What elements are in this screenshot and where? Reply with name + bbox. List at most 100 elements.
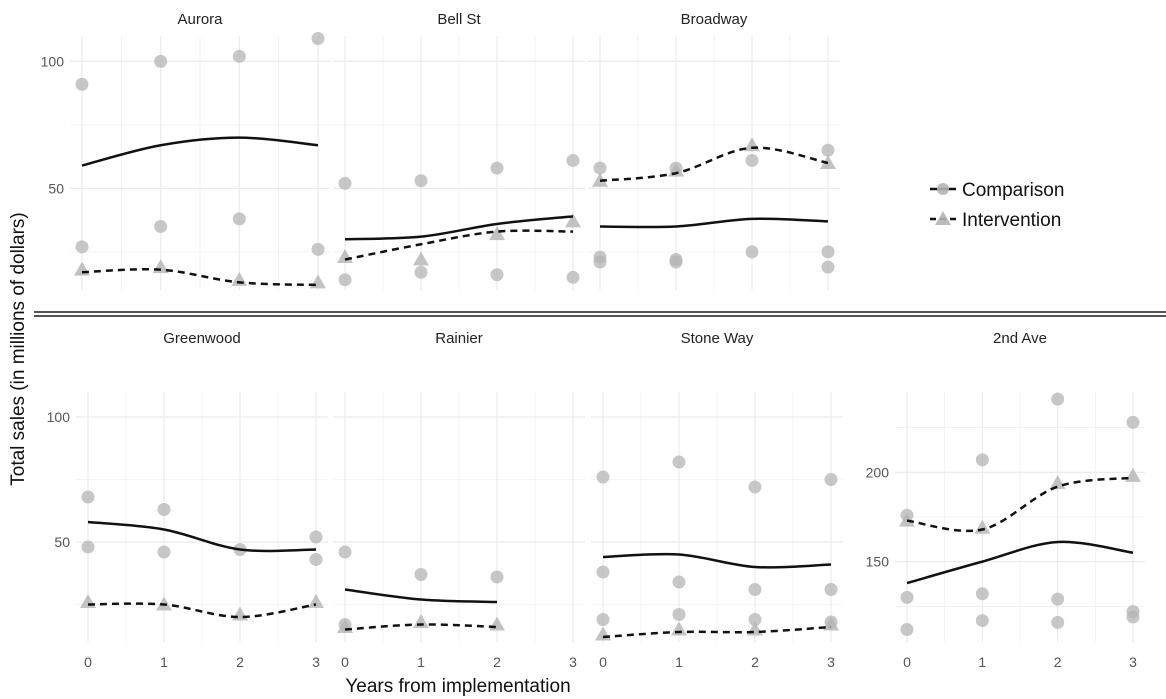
comparison-point xyxy=(596,613,610,626)
x-tick-label: 2 xyxy=(236,654,244,670)
intervention-point xyxy=(231,271,248,286)
comparison-point xyxy=(669,255,683,269)
comparison-point xyxy=(309,530,323,544)
comparison-line xyxy=(344,588,498,604)
panel-title: Stone Way xyxy=(681,330,754,347)
comparison-point xyxy=(232,212,246,226)
legend: Comparison Intervention xyxy=(930,180,1064,231)
intervention-point xyxy=(744,137,760,152)
comparison-point xyxy=(975,453,989,467)
intervention-point xyxy=(413,251,429,266)
x-tick-label: 1 xyxy=(978,654,986,670)
comparison-point xyxy=(338,545,352,559)
x-tick-label: 3 xyxy=(1129,654,1137,670)
comparison-point xyxy=(338,176,352,190)
x-tick-label: 3 xyxy=(569,654,577,670)
legend-intervention-marker xyxy=(935,211,951,225)
y-tick-label: 50 xyxy=(54,534,70,550)
comparison-point xyxy=(824,583,838,596)
legend-item-comparison: Comparison xyxy=(930,180,1064,201)
panel-rainier: Rainier 0 1 2 3 xyxy=(333,330,585,670)
x-tick-label: 3 xyxy=(827,654,835,670)
panel-stone-way: Stone Way 0 1 2 3 xyxy=(591,330,843,670)
intervention-point xyxy=(489,226,505,241)
comparison-point xyxy=(672,575,686,589)
comparison-point xyxy=(745,245,759,259)
intervention-point xyxy=(80,594,96,608)
intervention-line xyxy=(87,602,317,619)
x-tick-label: 0 xyxy=(341,654,349,670)
legend-item-intervention: Intervention xyxy=(930,210,1061,231)
comparison-point xyxy=(1126,415,1140,429)
comparison-point xyxy=(1051,615,1065,629)
comparison-line xyxy=(906,540,1134,585)
comparison-point xyxy=(232,49,246,63)
intervention-line xyxy=(602,625,832,639)
intervention-point xyxy=(74,261,90,276)
comparison-point xyxy=(672,455,686,469)
intervention-point xyxy=(823,616,839,631)
comparison-point xyxy=(1051,592,1065,606)
panel-title: Broadway xyxy=(681,11,748,28)
intervention-line xyxy=(344,229,574,261)
intervention-point xyxy=(1125,467,1141,482)
comparison-point xyxy=(154,220,168,233)
comparison-line xyxy=(602,552,832,569)
comparison-point xyxy=(975,587,989,601)
x-tick-label: 3 xyxy=(312,654,320,670)
panel-title: Aurora xyxy=(177,11,223,28)
comparison-point xyxy=(824,473,838,486)
comparison-point xyxy=(154,54,168,68)
intervention-point xyxy=(489,616,505,631)
comparison-point xyxy=(975,614,989,628)
comparison-point xyxy=(414,174,428,188)
comparison-point xyxy=(748,613,762,626)
comparison-point xyxy=(672,608,686,621)
comparison-point xyxy=(745,153,759,167)
panel-greenwood: Greenwood 50 100 0 1 2 3 xyxy=(47,330,328,670)
comparison-line xyxy=(599,217,829,229)
panel-bell-st: Bell St xyxy=(333,11,585,290)
intervention-point xyxy=(1049,475,1066,490)
comparison-point xyxy=(900,590,914,604)
comparison-line xyxy=(81,136,319,167)
comparison-point xyxy=(596,565,610,579)
intervention-point xyxy=(337,248,353,263)
intervention-point xyxy=(308,594,324,608)
comparison-point xyxy=(311,242,325,256)
intervention-line xyxy=(344,623,498,631)
x-axis-title: Years from implementation xyxy=(345,676,570,697)
comparison-point xyxy=(75,77,89,91)
comparison-point xyxy=(157,545,171,559)
panel-broadway: Broadway xyxy=(588,11,840,290)
x-tick-label: 0 xyxy=(903,654,911,670)
comparison-point xyxy=(821,143,835,157)
intervention-point xyxy=(413,614,429,628)
panel-aurora: Aurora 50 100 xyxy=(41,11,330,290)
comparison-point xyxy=(414,568,428,581)
x-tick-label: 2 xyxy=(1054,654,1062,670)
legend-comparison-label: Comparison xyxy=(962,180,1064,201)
comparison-point xyxy=(490,161,504,175)
legend-intervention-label: Intervention xyxy=(962,210,1061,231)
comparison-point xyxy=(900,623,914,636)
intervention-point xyxy=(671,621,687,636)
y-tick-label: 50 xyxy=(48,180,64,196)
x-tick-label: 2 xyxy=(751,654,759,670)
comparison-point xyxy=(1051,392,1065,406)
comparison-line xyxy=(87,520,317,553)
panel-title: Rainier xyxy=(435,330,483,347)
comparison-point xyxy=(157,503,171,516)
comparison-point xyxy=(566,270,580,284)
comparison-point xyxy=(821,245,835,259)
y-tick-label: 150 xyxy=(866,554,890,570)
comparison-point xyxy=(490,570,504,584)
comparison-point xyxy=(75,240,89,254)
panel-title: Greenwood xyxy=(163,330,241,347)
comparison-point xyxy=(593,161,607,175)
intervention-point xyxy=(310,274,326,289)
intervention-line xyxy=(599,146,829,183)
panel-title: Bell St xyxy=(437,11,481,28)
y-tick-label: 100 xyxy=(41,53,65,69)
